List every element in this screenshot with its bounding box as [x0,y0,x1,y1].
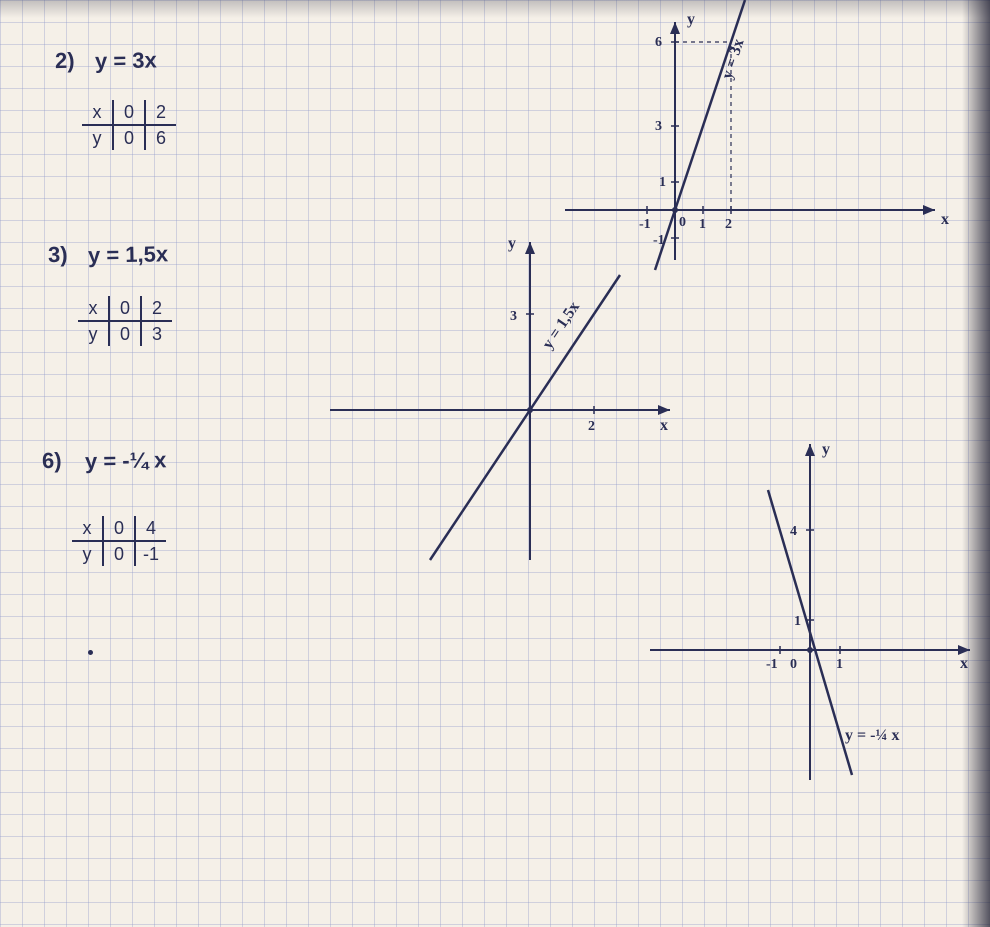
tick-1y: 1 [659,175,666,190]
function-label: y = -¼ x [845,727,899,744]
problem-6-chart: y x 4 1 0 1 -1 y = -¼ x [640,430,980,790]
table-header-y: y [78,322,110,346]
table-header-x: x [82,100,114,124]
axis-label-y: y [687,11,695,28]
table-col-1: 4 [136,516,166,540]
axis-label-x: x [941,211,949,228]
tick-1x: 1 [699,217,706,232]
axis-label-y: y [508,235,516,252]
tick-3: 3 [655,119,662,134]
problem-3-formula: y = 1,5x [88,241,169,268]
tick-1y: 1 [794,614,801,629]
axis-label-x: x [960,655,968,672]
tick-4y: 4 [790,524,797,539]
tick-2x: 2 [588,419,595,434]
table-val-0: 0 [104,542,136,566]
problem-3-number: 3) [48,242,68,268]
table-val-1: 3 [142,322,172,346]
origin-0: 0 [790,657,797,672]
table-col-0: 0 [104,516,136,540]
table-header-x: x [72,516,104,540]
problem-3-table: x 0 2 y 0 3 [78,296,172,346]
axis-label-y: y [822,441,830,458]
problem-6-formula: y = -¼ x [85,447,167,474]
table-col-0: 0 [114,100,146,124]
function-label: y = 3x [719,37,748,81]
stray-dot [88,650,93,655]
table-val-0: 0 [110,322,142,346]
tick-3y: 3 [510,309,517,324]
tick-neg1x: -1 [766,657,778,672]
table-col-1: 2 [146,100,176,124]
problem-2-table: x 0 2 y 0 6 [82,100,176,150]
problem-3-chart: y x 3 2 y = 1,5x [310,230,690,570]
tick-6: 6 [655,35,662,50]
table-col-0: 0 [110,296,142,320]
problem-2-formula: y = 3x [95,47,157,74]
problem-2-number: 2) [55,48,75,74]
handwritten-sheet: 2) y = 3x x 0 2 y 0 6 [0,0,990,927]
tick-1x: 1 [836,657,843,672]
table-header-y: y [82,126,114,150]
table-val-1: 6 [146,126,176,150]
table-header-y: y [72,542,104,566]
problem-6-number: 6) [42,448,62,474]
function-label: y = 1,5x [539,299,583,353]
origin-0: 0 [679,215,686,230]
table-val-0: 0 [114,126,146,150]
problem-6-table: x 0 4 y 0 -1 [72,516,166,566]
table-header-x: x [78,296,110,320]
table-val-1: -1 [136,542,166,566]
table-col-1: 2 [142,296,172,320]
tick-2x: 2 [725,217,732,232]
